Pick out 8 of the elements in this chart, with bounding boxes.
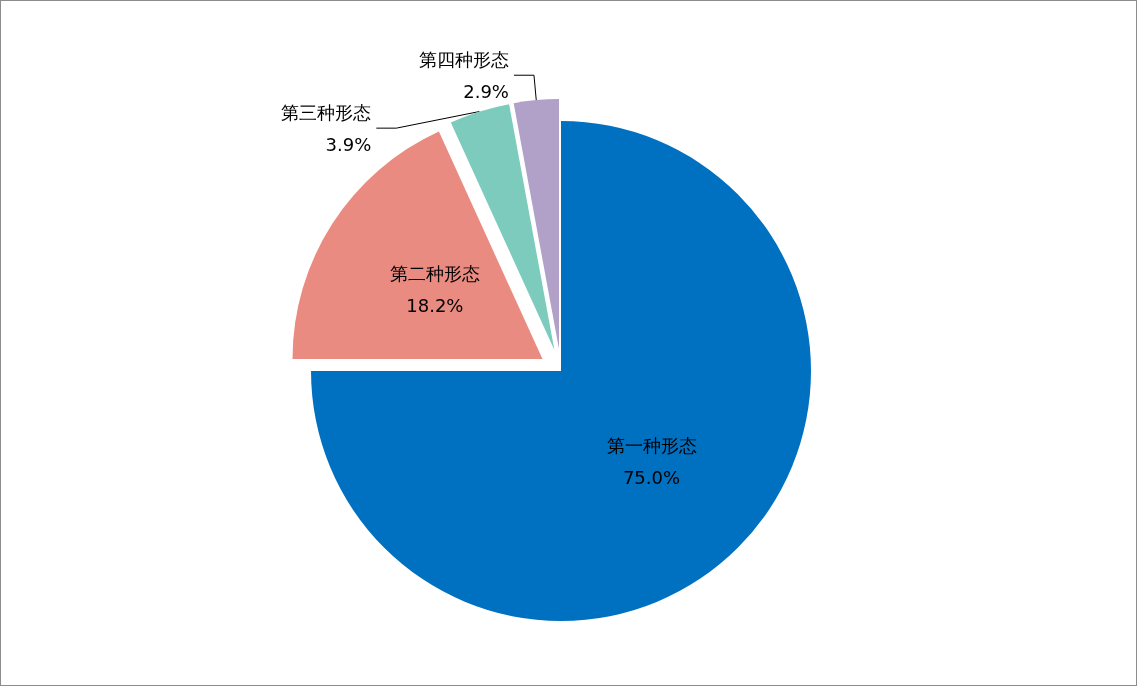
data-label: 2.9% (463, 80, 509, 102)
data-label: 18.2% (406, 295, 464, 317)
slice-label: 第三种形态 (281, 101, 372, 123)
data-label: 75.0% (622, 467, 681, 489)
slice-label: 第一种形态 (606, 435, 697, 457)
data-label: 3.9% (325, 133, 372, 155)
slice-label: 第四种形态 (418, 48, 509, 70)
slice-label: 第二种形态 (389, 263, 480, 285)
